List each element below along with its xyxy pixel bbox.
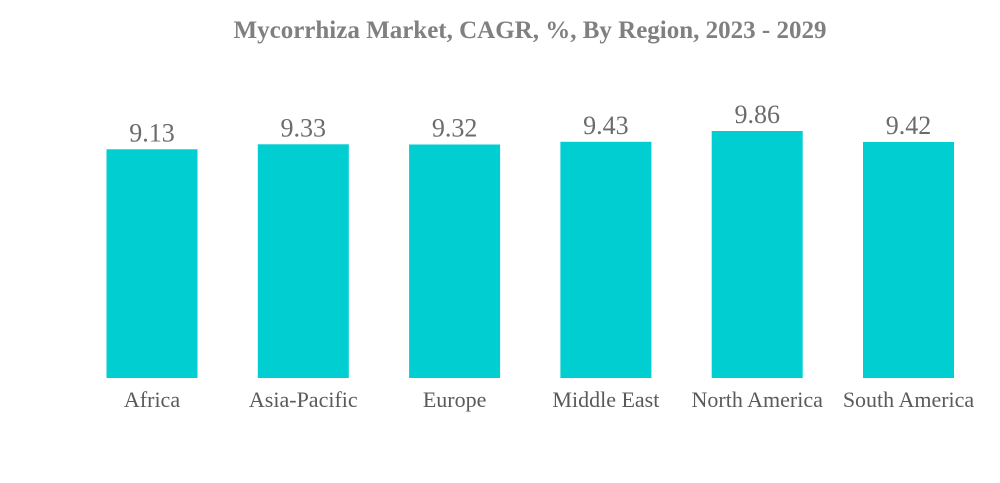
x-tick-label-africa: Africa [124, 387, 180, 412]
category-labels-group: Africa Asia-Pacific Europe Middle East North… [124, 387, 975, 412]
x-tick-label-middle-east: Middle East [552, 387, 659, 412]
x-tick-label-asia-pacific: Asia-Pacific [249, 387, 358, 412]
bar-africa [106, 149, 198, 378]
x-tick-label-south-america: South America [843, 387, 975, 412]
bar-middle-east [560, 141, 652, 378]
data-label-north-america: 9.86 [734, 100, 780, 129]
x-tick-label-north-america: North America [692, 387, 824, 412]
bar-north-america [711, 131, 803, 378]
data-label-africa: 9.13 [129, 118, 175, 147]
chart-title: Mycorrhiza Market, CAGR, %, By Region, 2… [234, 17, 827, 44]
bar-south-america [863, 142, 954, 378]
x-tick-label-europe: Europe [423, 387, 487, 412]
bars-group [106, 131, 954, 378]
data-label-south-america: 9.42 [886, 111, 932, 140]
data-label-europe: 9.32 [432, 114, 478, 143]
bar-europe [409, 144, 501, 378]
data-label-asia-pacific: 9.33 [281, 113, 327, 142]
bar-asia-pacific [257, 144, 349, 378]
data-label-middle-east: 9.43 [583, 111, 629, 140]
value-labels-group: 9.13 9.33 9.32 9.43 9.86 9.42 [129, 100, 931, 147]
